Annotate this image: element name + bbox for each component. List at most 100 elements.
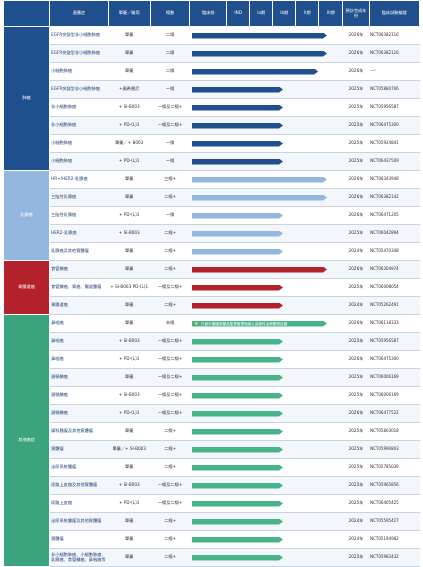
regimen-cell: 單藥 <box>108 296 151 315</box>
indication-cell: 小細胞肺癌 <box>49 152 109 171</box>
indication-cell: 實體瘤 <box>49 440 109 459</box>
line-cell: 二線 <box>150 44 190 63</box>
table-row: 尿路上皮癌 + PD-(L)1 一線及二線+ 2025年 NCT06405425 <box>4 494 420 513</box>
regimen-cell: 單藥 <box>108 512 151 531</box>
phase-progress-arrow <box>192 33 327 39</box>
completion-year-cell: 2025年 <box>342 278 370 297</box>
table-row: 鼻咽癌 + PD-(L)1 一線及二線+ 2026年 NCT06475300 <box>4 350 420 369</box>
regimen-cell: + PD-(L)1 <box>108 206 151 225</box>
phase-bar-cell <box>189 152 343 171</box>
phase-progress-arrow <box>192 501 283 507</box>
table-row: 胃腸道癌 食管鱗癌 單藥 二線+ 2026年 NCT06304974 <box>2 260 420 315</box>
indication-cell: 非小細胞肺癌、小細胞肺癌、乳腺癌、食管鱗癌、鼻咽癌等 <box>49 548 109 567</box>
table-row: 小細胞肺癌 單藥／+ B003 一線 2025年 NCT05924841 <box>4 134 420 153</box>
phase-bar-cell <box>189 170 343 189</box>
phase-bar-cell <box>189 26 343 45</box>
table-row: 小細胞肺癌 + PD-(L)1 一線 2025年 NCT06437509 <box>4 152 420 171</box>
phase-bar-cell <box>189 242 343 261</box>
line-cell: 一線及二線+ <box>150 278 190 297</box>
regimen-cell: + PD-(L)1 <box>108 116 151 135</box>
indication-cell: 食管鱗癌 <box>49 260 109 279</box>
line-cell: 二線+ <box>150 548 190 567</box>
line-cell: 一線 <box>150 206 190 225</box>
header-preclinical: 臨床前 <box>189 0 228 27</box>
category-cell-gi: 胃腸道癌 <box>2 260 51 315</box>
header-phase-ii: II期 <box>295 0 320 27</box>
phase-progress-arrow <box>192 69 318 75</box>
regimen-cell: 單藥 <box>108 260 151 279</box>
trial-id-cell: NCT05470348 <box>369 242 420 261</box>
table-row: 頭頸鱗癌 + PD-(L)1 一線及二線+ 2026年 NCT06477522 <box>4 404 420 423</box>
completion-year-cell: 2026年 <box>342 350 370 369</box>
indication-cell: HER2-乳腺癌 <box>49 224 109 243</box>
table-row: 胃腸道癌 單藥 二線+ 2024年 NCT05262491 <box>4 296 420 315</box>
table-row: EGFR突變型非小細胞肺癌 +奧希替尼 一線 2025年 NCT05880706 <box>4 80 420 99</box>
phase-progress-arrow <box>192 87 283 93</box>
completion-year-cell: 2025年 <box>342 116 370 135</box>
completion-year-cell: 2024年 <box>342 296 370 315</box>
indication-cell: 非小細胞肺癌 <box>49 98 109 117</box>
phase-bar-cell <box>189 368 343 387</box>
line-cell: 二線+ <box>150 224 190 243</box>
table-row: 實體瘤 單藥 二線+ 2024年 NCT05194982 <box>4 530 420 549</box>
trial-id-cell: NCT05785039 <box>369 458 420 477</box>
phase-progress-arrow <box>192 123 283 129</box>
indication-cell: EGFR突變型非小細胞肺癌 <box>49 44 109 63</box>
completion-year-cell: 2025年 <box>342 440 370 459</box>
table-row: 泌尿系統腫瘤 單藥 二線+ 2025年 NCT05785039 <box>4 458 420 477</box>
phase-progress-arrow <box>192 375 283 381</box>
indication-cell: 實體瘤 <box>49 530 109 549</box>
table-row: 非小細胞肺癌 + PD-(L)1 一線及二線+ 2025年 NCT06475300 <box>4 116 420 135</box>
indication-cell: 胃腸道癌 <box>49 296 109 315</box>
table-row: 三陰性乳腺癌 + PD-(L)1 一線 2026年 NCT06471205 <box>4 206 420 225</box>
regimen-cell: + SI-B003 PD-(L)1 <box>108 278 151 297</box>
line-cell: 二線+ <box>150 512 190 531</box>
table-row: 小細胞肺癌 單藥 二線 2026年 —¹ <box>4 62 420 81</box>
table-row: HER2-乳腺癌 + SI-B003 二線+ 2025年 NCT06042894 <box>4 224 420 243</box>
line-cell: 一線及二線+ <box>150 116 190 135</box>
completion-year-cell: 2024年 <box>342 242 370 261</box>
indication-cell: 婦科腫瘤及其他實體瘤 <box>49 422 109 441</box>
trial-id-cell: NCT06405425 <box>369 494 420 513</box>
completion-year-cell: 2025年 <box>342 332 370 351</box>
phase-bar-cell <box>189 44 343 63</box>
line-cell: 一線及二線+ <box>150 350 190 369</box>
phase-bar-cell <box>189 80 343 99</box>
indication-cell: 頭頸鱗癌 <box>49 404 109 423</box>
line-cell: 二線+ <box>150 422 190 441</box>
header-phase-ia: Ia期 <box>249 0 274 27</box>
table-row: 食管鱗癌、胃癌、腸道腫瘤 + SI-B003 PD-(L)1 一線及二線+ 2025年… <box>4 278 420 297</box>
indication-cell: 尿路上皮癌及其他實體瘤 <box>49 476 109 495</box>
header-phase-ib: Ib期 <box>272 0 297 27</box>
regimen-cell: 單藥 <box>108 44 151 63</box>
phase-bar-cell <box>189 458 343 477</box>
regimen-cell: 單藥 <box>108 26 151 45</box>
trial-id-cell: NCT06477522 <box>369 404 420 423</box>
table-row: 乳腺癌 HR+/HER2-乳腺癌 單藥 三線+ 2026年 NCT06343948 <box>2 170 420 261</box>
header-indication: 適應症 <box>49 0 109 27</box>
line-cell: 末線 <box>150 314 190 333</box>
completion-year-cell: 2024年 <box>342 530 370 549</box>
completion-year-cell: 2025年 <box>342 548 370 567</box>
phase-progress-arrow <box>192 519 283 525</box>
trial-id-cell: NCT05194982 <box>369 530 420 549</box>
completion-year-cell: 2025年 <box>342 224 370 243</box>
category-cell-lung: 肺癌 <box>2 26 51 171</box>
completion-year-cell: 2026年 <box>342 26 370 45</box>
table-row: 泌尿系統腫瘤及其他實體瘤 單藥 二線+ 2024年 NCT05595427 <box>4 512 420 531</box>
regimen-cell: + PD-(L)1 <box>108 404 151 423</box>
completion-year-cell: 2025年 <box>342 80 370 99</box>
table-row: 非小細胞肺癌、小細胞肺癌、乳腺癌、食管鱗癌、鼻咽癌等 單藥 二線+ 2025年 NCT0… <box>4 548 420 567</box>
trial-id-cell: NCT06042894 <box>369 224 420 243</box>
line-cell: 二線+ <box>150 260 190 279</box>
completion-year-cell: 2024年 <box>342 512 370 531</box>
trial-id-cell: NCT06382116 <box>369 26 420 45</box>
phase-bar-cell <box>189 62 343 81</box>
indication-cell: 食管鱗癌、胃癌、腸道腫瘤 <box>49 278 109 297</box>
line-cell: 一線及二線+ <box>150 476 190 495</box>
category-cell-breast: 乳腺癌 <box>2 170 51 261</box>
completion-year-cell: 2026年 <box>342 170 370 189</box>
table-row: 鼻咽癌 + SI-B003 一線及二線+ 2025年 NCT05956587 <box>4 332 420 351</box>
trial-id-cell: NCT06304974 <box>369 260 420 279</box>
